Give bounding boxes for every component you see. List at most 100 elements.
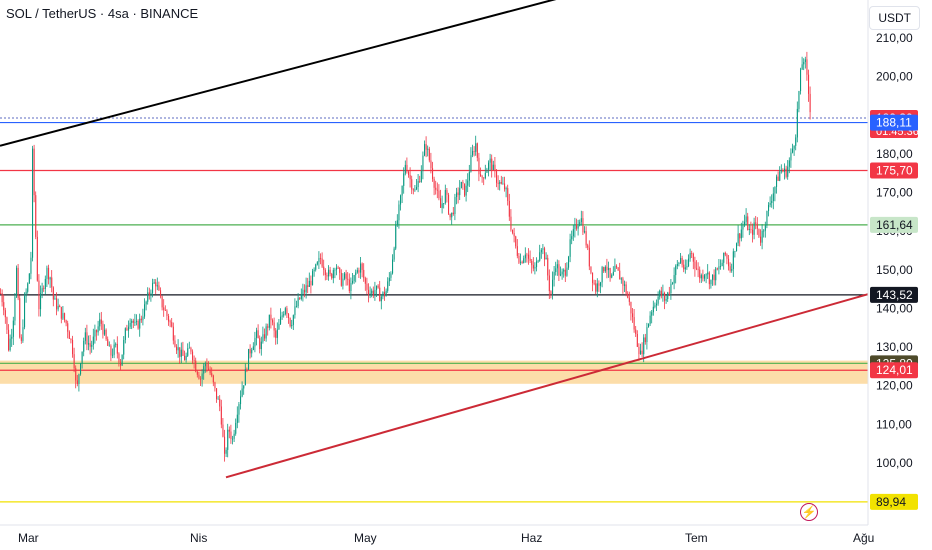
candle-body (622, 278, 624, 286)
candle-body (651, 312, 653, 316)
candle-body (136, 321, 138, 322)
candle-body (331, 273, 333, 279)
candle-body (478, 157, 480, 175)
candle-body (57, 305, 59, 310)
candle-body (188, 347, 190, 349)
candle-body (404, 164, 406, 174)
candle-body (40, 293, 42, 310)
candle-body (14, 296, 16, 321)
candle-body (384, 292, 386, 297)
candle-body (452, 212, 454, 215)
candle-body (424, 144, 426, 156)
candle-body (691, 253, 693, 254)
candle-body (203, 366, 205, 374)
candle-body (102, 323, 104, 335)
candle-body (736, 243, 738, 252)
candle-body (684, 267, 686, 270)
candle-body (35, 195, 37, 237)
candle-body (771, 200, 773, 203)
candle-body (646, 327, 648, 343)
candle-body (328, 269, 330, 277)
candle-body (187, 348, 189, 356)
price-label-bg (870, 216, 918, 233)
candle-body (697, 268, 699, 270)
candle-body (600, 282, 602, 286)
candle-body (496, 171, 498, 183)
candle-body (347, 278, 349, 280)
candle-body (470, 155, 472, 172)
candle-body (216, 388, 218, 400)
candle-body (41, 288, 43, 294)
candle-body (472, 151, 474, 156)
candle-body (665, 298, 667, 301)
candle-body (696, 268, 698, 270)
candle-body (214, 382, 216, 389)
candle-body (17, 267, 19, 299)
candle-body (155, 282, 157, 287)
candle-body (584, 231, 586, 233)
candle-body (388, 277, 390, 282)
candle-body (329, 269, 331, 274)
candle-body (576, 224, 578, 229)
candle-body (560, 274, 562, 276)
candle-body (369, 293, 371, 295)
candle-body (476, 143, 478, 158)
y-tick-label: 200,00 (876, 70, 913, 84)
candle-body (809, 93, 811, 113)
x-tick-label: May (354, 531, 377, 545)
candle-body (174, 340, 176, 347)
support-zone-layer (0, 360, 868, 384)
candle-body (804, 59, 806, 63)
candle-body (22, 327, 24, 341)
candle-body (766, 210, 768, 226)
candle-body (492, 164, 494, 170)
candle-body (179, 347, 181, 357)
flash-icon[interactable]: ⚡ (800, 503, 818, 521)
candle-body (376, 285, 378, 290)
candle-body (488, 162, 490, 170)
candle-body (380, 296, 382, 302)
candle-body (275, 330, 277, 338)
candle-body (694, 261, 696, 269)
candle-body (160, 290, 162, 297)
candle-body (692, 253, 694, 262)
candle-body (699, 269, 701, 279)
candle-body (742, 225, 744, 230)
candle-body (524, 254, 526, 259)
price-label: 124,01 (876, 363, 913, 377)
candle-body (96, 330, 98, 333)
candle-body (168, 315, 170, 322)
candle-body (480, 174, 482, 177)
candle-body (561, 271, 563, 275)
candle-body (200, 378, 202, 380)
candle-body (360, 263, 362, 273)
candle-body (385, 290, 387, 297)
candle-body (462, 182, 464, 184)
candle-body (307, 285, 309, 287)
candle-body (121, 354, 123, 366)
candle-body (585, 231, 587, 246)
candle-body (265, 326, 267, 339)
candle-body (308, 280, 310, 287)
candle-body (228, 429, 230, 432)
candle-body (94, 330, 96, 337)
candle-body (544, 248, 546, 260)
candle-body (273, 322, 275, 331)
candle-body (521, 261, 523, 263)
candle-body (201, 373, 203, 380)
candle-body (784, 168, 786, 172)
candle-body (310, 280, 312, 286)
candle-body (240, 396, 242, 405)
candle-body (198, 374, 200, 379)
candle-body (433, 178, 435, 188)
price-axis-bg (868, 0, 932, 550)
currency-button[interactable]: USDT (869, 6, 920, 30)
candle-body (292, 315, 294, 325)
candle-body (16, 267, 18, 297)
candle-body (206, 363, 208, 369)
candle-body (372, 290, 374, 295)
candle-body (235, 422, 237, 434)
candle-body (537, 260, 539, 262)
candle-body (217, 398, 219, 400)
